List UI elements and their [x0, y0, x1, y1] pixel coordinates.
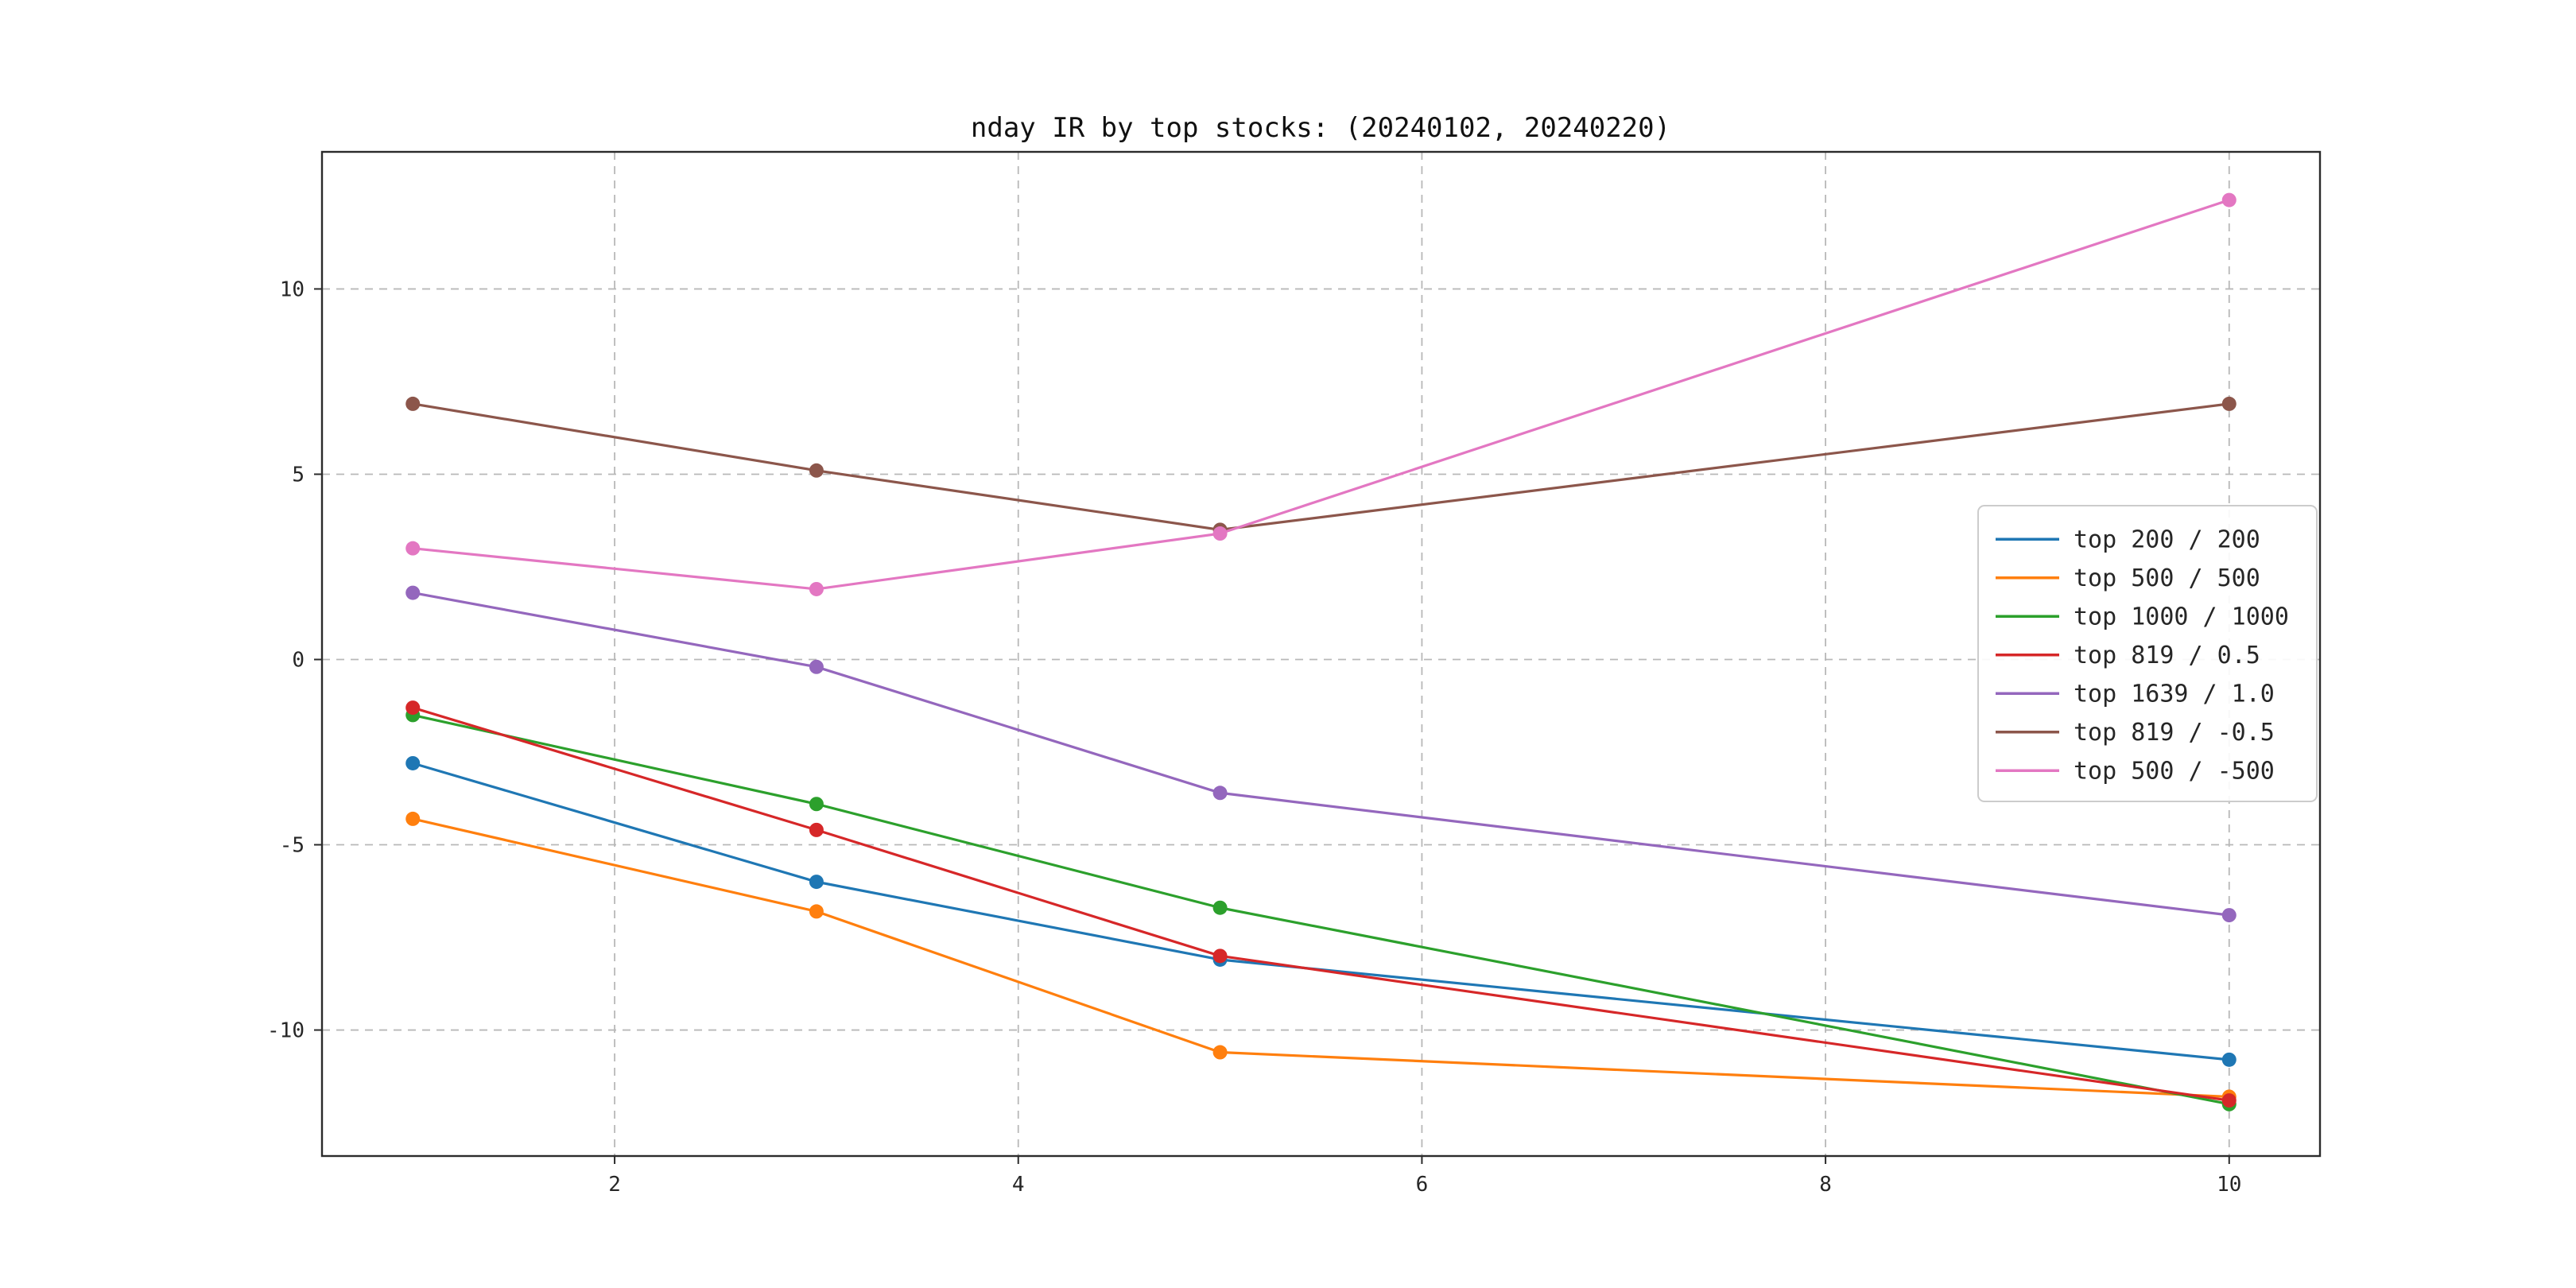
legend-entry: top 200 / 200 [1996, 526, 2260, 553]
data-point-marker [2221, 396, 2237, 411]
data-point-marker [1212, 526, 1228, 541]
y-tick-label: 0 [292, 648, 305, 672]
data-point-marker [2221, 192, 2237, 208]
x-tick-label: 2 [608, 1173, 621, 1197]
legend-entry: top 819 / 0.5 [1996, 642, 2260, 669]
legend-label: top 1000 / 1000 [2074, 603, 2289, 630]
axes [320, 150, 2322, 1158]
legend-label: top 1639 / 1.0 [2074, 680, 2275, 708]
data-point-marker [405, 541, 421, 556]
y-tick-label: -10 [267, 1019, 305, 1043]
legend-box [1977, 505, 2318, 802]
data-point-marker [809, 822, 824, 837]
chart-title: nday IR by top stocks: (20240102, 202402… [971, 112, 1670, 144]
legend-entry: top 500 / 500 [1996, 564, 2260, 592]
y-tick-label: 10 [280, 277, 305, 301]
legend-entry: top 1000 / 1000 [1996, 603, 2289, 630]
x-tick-label: 10 [2217, 1173, 2241, 1197]
data-point-marker [1212, 949, 1228, 964]
plot-border [320, 150, 2322, 1158]
legend-label: top 819 / 0.5 [2074, 642, 2260, 669]
y-tick-label: -5 [280, 834, 305, 858]
x-tick-label: 8 [1819, 1173, 1832, 1197]
data-point-marker [809, 875, 824, 890]
data-point-marker [1212, 900, 1228, 915]
series-line [412, 706, 2229, 1102]
y-tick-label: 5 [292, 463, 305, 487]
data-point-marker [2221, 1052, 2237, 1067]
series-line [412, 762, 2229, 1061]
legend-label: top 200 / 200 [2074, 526, 2260, 553]
data-series [405, 192, 2237, 1111]
data-point-marker [405, 811, 421, 826]
x-tick-label: 4 [1012, 1173, 1025, 1197]
x-tick-label: 6 [1416, 1173, 1429, 1197]
data-point-marker [809, 904, 824, 919]
legend-label: top 500 / 500 [2074, 564, 2260, 592]
legend: top 200 / 200 top 500 / 500 top 1000 / 100… [1977, 505, 2318, 802]
series-line [412, 817, 2229, 1099]
legend-label: top 500 / -500 [2074, 757, 2275, 785]
data-point-marker [809, 581, 824, 596]
data-point-marker [809, 797, 824, 812]
series-line [412, 713, 2230, 1106]
data-point-marker [809, 463, 824, 478]
data-point-marker [2221, 1093, 2237, 1108]
data-point-marker [1212, 786, 1228, 801]
data-point-marker [2221, 908, 2237, 923]
legend-entry: top 819 / -0.5 [1996, 719, 2275, 747]
series-line [412, 592, 2229, 917]
legend-label: top 819 / -0.5 [2074, 719, 2275, 747]
legend-entry: top 1639 / 1.0 [1996, 680, 2275, 708]
tick-labels: 2 4 6 8 10 -10 -5 0 5 10 [267, 277, 2241, 1197]
series-line [412, 402, 2229, 531]
data-point-marker [405, 585, 421, 600]
data-point-marker [809, 659, 824, 674]
data-point-marker [405, 396, 421, 411]
legend-entry: top 500 / -500 [1996, 757, 2275, 785]
data-point-marker [1212, 1045, 1228, 1060]
data-point-marker [405, 700, 421, 716]
data-point-marker [405, 755, 421, 770]
series-line [413, 199, 2230, 591]
